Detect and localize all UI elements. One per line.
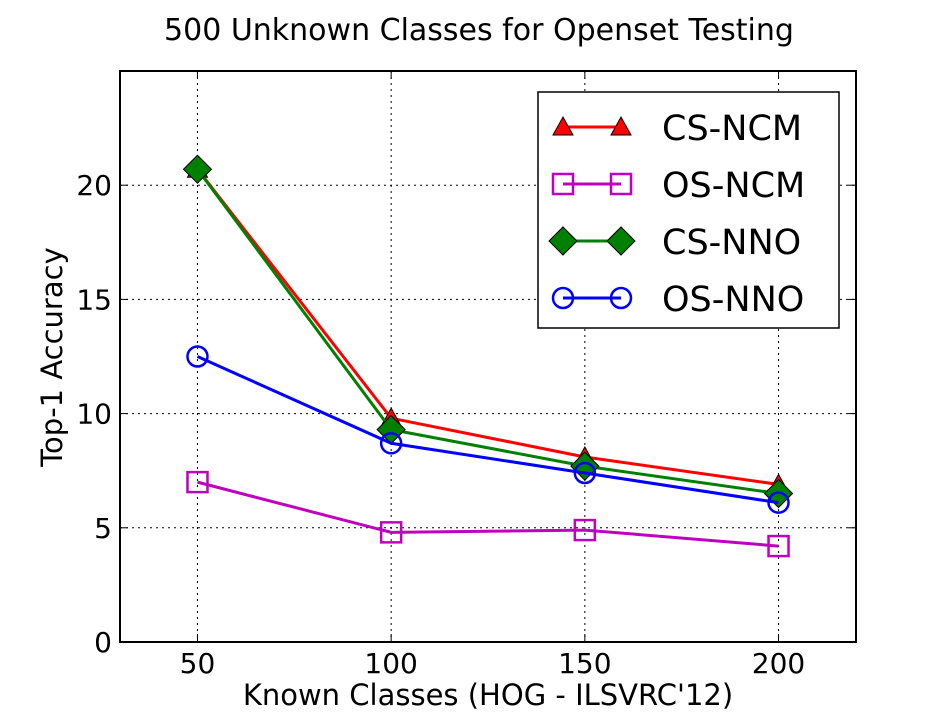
legend: CS-NCM OS-NCM CS-NNO OS-NNO (537, 91, 840, 329)
data-point-os-nno (379, 432, 403, 455)
legend-marker (606, 226, 636, 256)
series-os-ncm (186, 470, 790, 558)
x-tick-label: 150 (558, 647, 611, 680)
series-group (182, 154, 794, 558)
data-point-os-ncm (573, 518, 597, 542)
data-point-os-nno (767, 491, 790, 514)
series-line-cs-nno (196, 168, 779, 496)
data-point-os-ncm (186, 470, 209, 494)
data-point-os-nno (186, 345, 209, 368)
y-tick-label: 0 (94, 626, 112, 659)
chart-title: 500 Unknown Classes for Openset Testing (164, 13, 794, 48)
data-point-cs-nno (182, 154, 213, 184)
legend-marker (552, 115, 574, 136)
legend-marker (609, 172, 633, 196)
data-point-os-ncm (379, 521, 403, 544)
legend-marker (548, 226, 578, 256)
legend-label: OS-NCM (662, 166, 805, 206)
y-tick-label: 15 (76, 283, 112, 316)
y-tick-label: 20 (76, 169, 112, 202)
legend-item-os-nno: OS-NNO (551, 280, 804, 320)
data-point-os-nno (573, 461, 597, 485)
y-axis-label: Top-1 Accuracy (35, 247, 69, 467)
plot-area-frame (119, 70, 857, 643)
y-tick-label: 5 (94, 512, 112, 545)
legend-item-os-ncm: OS-NCM (551, 166, 805, 206)
series-line-os-nno (196, 355, 779, 505)
legend-label: OS-NNO (662, 280, 804, 320)
y-tick-label: 10 (76, 398, 112, 431)
axis-ticks: 50 100 150 200 0 5 10 15 20 (76, 71, 856, 680)
x-tick-label: 50 (180, 647, 216, 680)
x-tick-label: 200 (752, 647, 805, 680)
legend-marker (551, 286, 575, 310)
legend-label: CS-NCM (662, 109, 802, 149)
series-line-cs-ncm (196, 168, 779, 486)
legend-item-cs-nno: CS-NNO (548, 223, 801, 263)
legend-label: CS-NNO (662, 223, 801, 263)
series-os-nno (186, 345, 790, 514)
data-point-os-ncm (767, 534, 790, 558)
legend-marker (609, 286, 633, 310)
legend-box (537, 91, 840, 329)
x-axis-label: Known Classes (HOG - ILSVRC'12) (243, 678, 733, 712)
legend-marker (551, 172, 575, 196)
legend-item-cs-ncm: CS-NCM (552, 109, 802, 149)
series-line-os-ncm (197, 480, 779, 548)
x-tick-label: 100 (364, 647, 417, 680)
legend-marker (610, 115, 632, 136)
